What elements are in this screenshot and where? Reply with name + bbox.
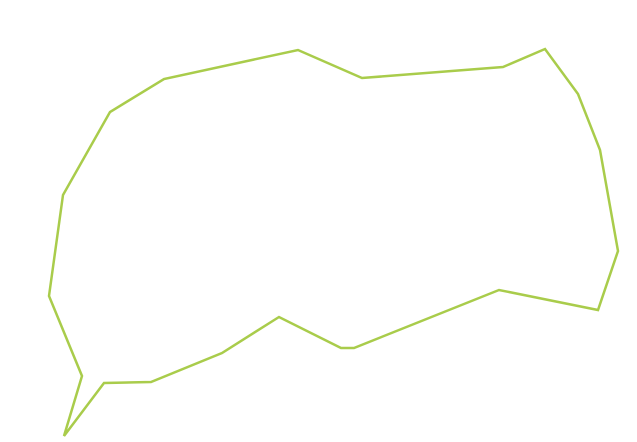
speech-bubble-outline <box>47 47 620 437</box>
